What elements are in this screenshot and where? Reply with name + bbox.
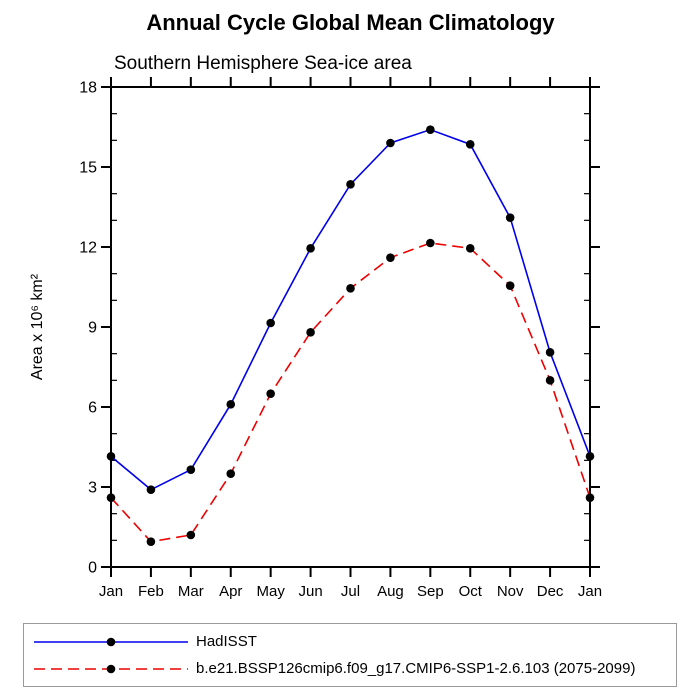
data-point-marker [545, 376, 555, 385]
plot-frame [110, 86, 591, 568]
x-tick-label: Apr [219, 583, 242, 600]
data-point-marker [266, 389, 275, 398]
legend-item: HadISST [34, 628, 676, 655]
data-point-marker [426, 125, 435, 134]
chart-subtitle: Southern Hemisphere Sea-ice area [114, 53, 412, 74]
x-tick-label: Feb [138, 583, 164, 600]
y-tick-label: 6 [88, 400, 97, 417]
data-point-marker [585, 452, 595, 461]
data-point-marker [346, 284, 355, 293]
data-point-marker [106, 493, 116, 502]
x-tick-label: Jul [341, 583, 360, 600]
data-point-marker [306, 244, 315, 253]
x-tick-label: Aug [377, 583, 404, 600]
x-tick-label: Mar [178, 583, 204, 600]
x-tick-label: Nov [497, 583, 524, 600]
y-tick-label: 3 [88, 480, 97, 497]
data-point-marker [465, 140, 475, 149]
legend-box: HadISST b.e21.BSSP126cmip6.f09_g17.CMIP6-… [23, 623, 677, 687]
legend-item: b.e21.BSSP126cmip6.f09_g17.CMIP6-SSP1-2.… [34, 655, 676, 682]
data-point-marker [505, 213, 515, 222]
data-point-marker [186, 465, 196, 474]
y-tick-label: 12 [79, 240, 97, 257]
data-point-marker [186, 530, 196, 540]
data-point-marker [266, 318, 275, 328]
legend-marker-dot [106, 637, 116, 646]
data-point-marker [146, 485, 156, 494]
y-tick-label: 15 [79, 160, 97, 177]
data-point-marker [106, 452, 116, 461]
x-tick-label: Sep [417, 583, 444, 600]
data-point-marker [386, 138, 395, 148]
y-tick-label: 9 [88, 320, 97, 337]
x-tick-label: Dec [537, 583, 564, 600]
data-point-marker [386, 253, 395, 262]
data-point-marker [346, 180, 355, 189]
legend-label: b.e21.BSSP126cmip6.f09_g17.CMIP6-SSP1-2.… [196, 660, 636, 677]
data-point-marker [226, 400, 236, 409]
x-tick-label: May [256, 583, 285, 600]
x-tick-label: Jun [298, 583, 322, 600]
data-point-marker [226, 469, 236, 478]
x-tick-label: Oct [459, 583, 483, 600]
legend-line-sample [34, 664, 188, 673]
data-point-marker [465, 244, 475, 253]
y-tick-label: 0 [88, 560, 97, 577]
chart-title: Annual Cycle Global Mean Climatology [146, 10, 555, 35]
data-point-marker [585, 493, 595, 502]
data-point-marker [505, 281, 515, 290]
data-point-marker [146, 537, 156, 546]
data-point-marker [306, 328, 315, 337]
legend-marker-dot [106, 664, 116, 673]
y-tick-label: 18 [79, 80, 97, 97]
legend-label: HadISST [196, 633, 257, 650]
legend-line-sample [34, 637, 188, 646]
x-tick-label: Jan [578, 583, 602, 600]
data-point-marker [545, 348, 555, 357]
x-tick-label: Jan [99, 583, 123, 600]
data-point-marker [426, 238, 435, 248]
